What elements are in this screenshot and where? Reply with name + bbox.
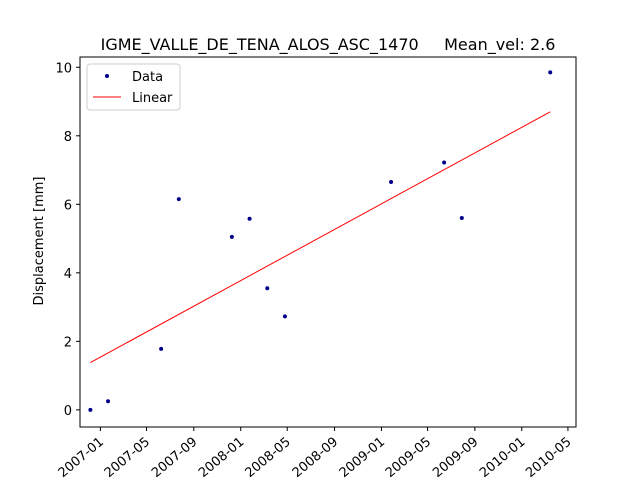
legend-box — [86, 63, 181, 111]
data-point — [176, 197, 181, 202]
data-point — [442, 160, 447, 165]
x-tick-label: 2008-05 — [243, 435, 294, 480]
linear-fit-line — [90, 111, 551, 364]
legend-linear-label: Linear — [132, 91, 173, 106]
data-point — [389, 180, 394, 185]
chart-title: IGME_VALLE_DE_TENA_ALOS_ASC_1470 Mean_ve… — [101, 35, 556, 55]
x-axis: 2007-012007-052007-092008-012008-052008-… — [56, 427, 574, 480]
data-point — [106, 399, 111, 404]
x-tick-label: 2007-09 — [149, 435, 200, 480]
y-tick-label: 2 — [64, 335, 72, 350]
x-tick-label: 2008-09 — [290, 435, 341, 480]
y-tick-label: 6 — [64, 198, 72, 213]
y-axis-label: Displacement [mm] — [32, 177, 47, 306]
data-point — [88, 407, 93, 412]
data-point — [459, 216, 464, 221]
x-tick-label: 2007-01 — [56, 435, 107, 480]
x-tick-label: 2007-05 — [102, 435, 153, 480]
x-tick-label: 2009-01 — [337, 435, 388, 480]
data-point — [159, 346, 164, 351]
x-tick-label: 2010-01 — [477, 435, 528, 480]
y-tick-label: 0 — [64, 404, 72, 419]
data-point — [282, 314, 287, 319]
data-point — [265, 286, 270, 291]
y-tick-label: 10 — [55, 61, 72, 76]
x-tick-label: 2009-09 — [430, 435, 481, 480]
x-tick-label: 2008-01 — [196, 435, 247, 480]
series-layer — [88, 70, 553, 412]
legend-data-label: Data — [132, 70, 163, 85]
y-axis: 0 2 4 6 8 10 — [55, 61, 80, 419]
x-tick-label: 2010-05 — [523, 435, 574, 480]
data-point — [247, 216, 252, 221]
data-point — [229, 234, 234, 239]
plot-area — [79, 56, 577, 428]
x-tick-label: 2009-05 — [383, 435, 434, 480]
legend: Data Linear — [86, 63, 181, 111]
y-tick-label: 8 — [64, 130, 72, 145]
legend-data-marker — [105, 74, 109, 78]
y-tick-label: 4 — [64, 267, 72, 282]
data-point — [548, 70, 553, 75]
